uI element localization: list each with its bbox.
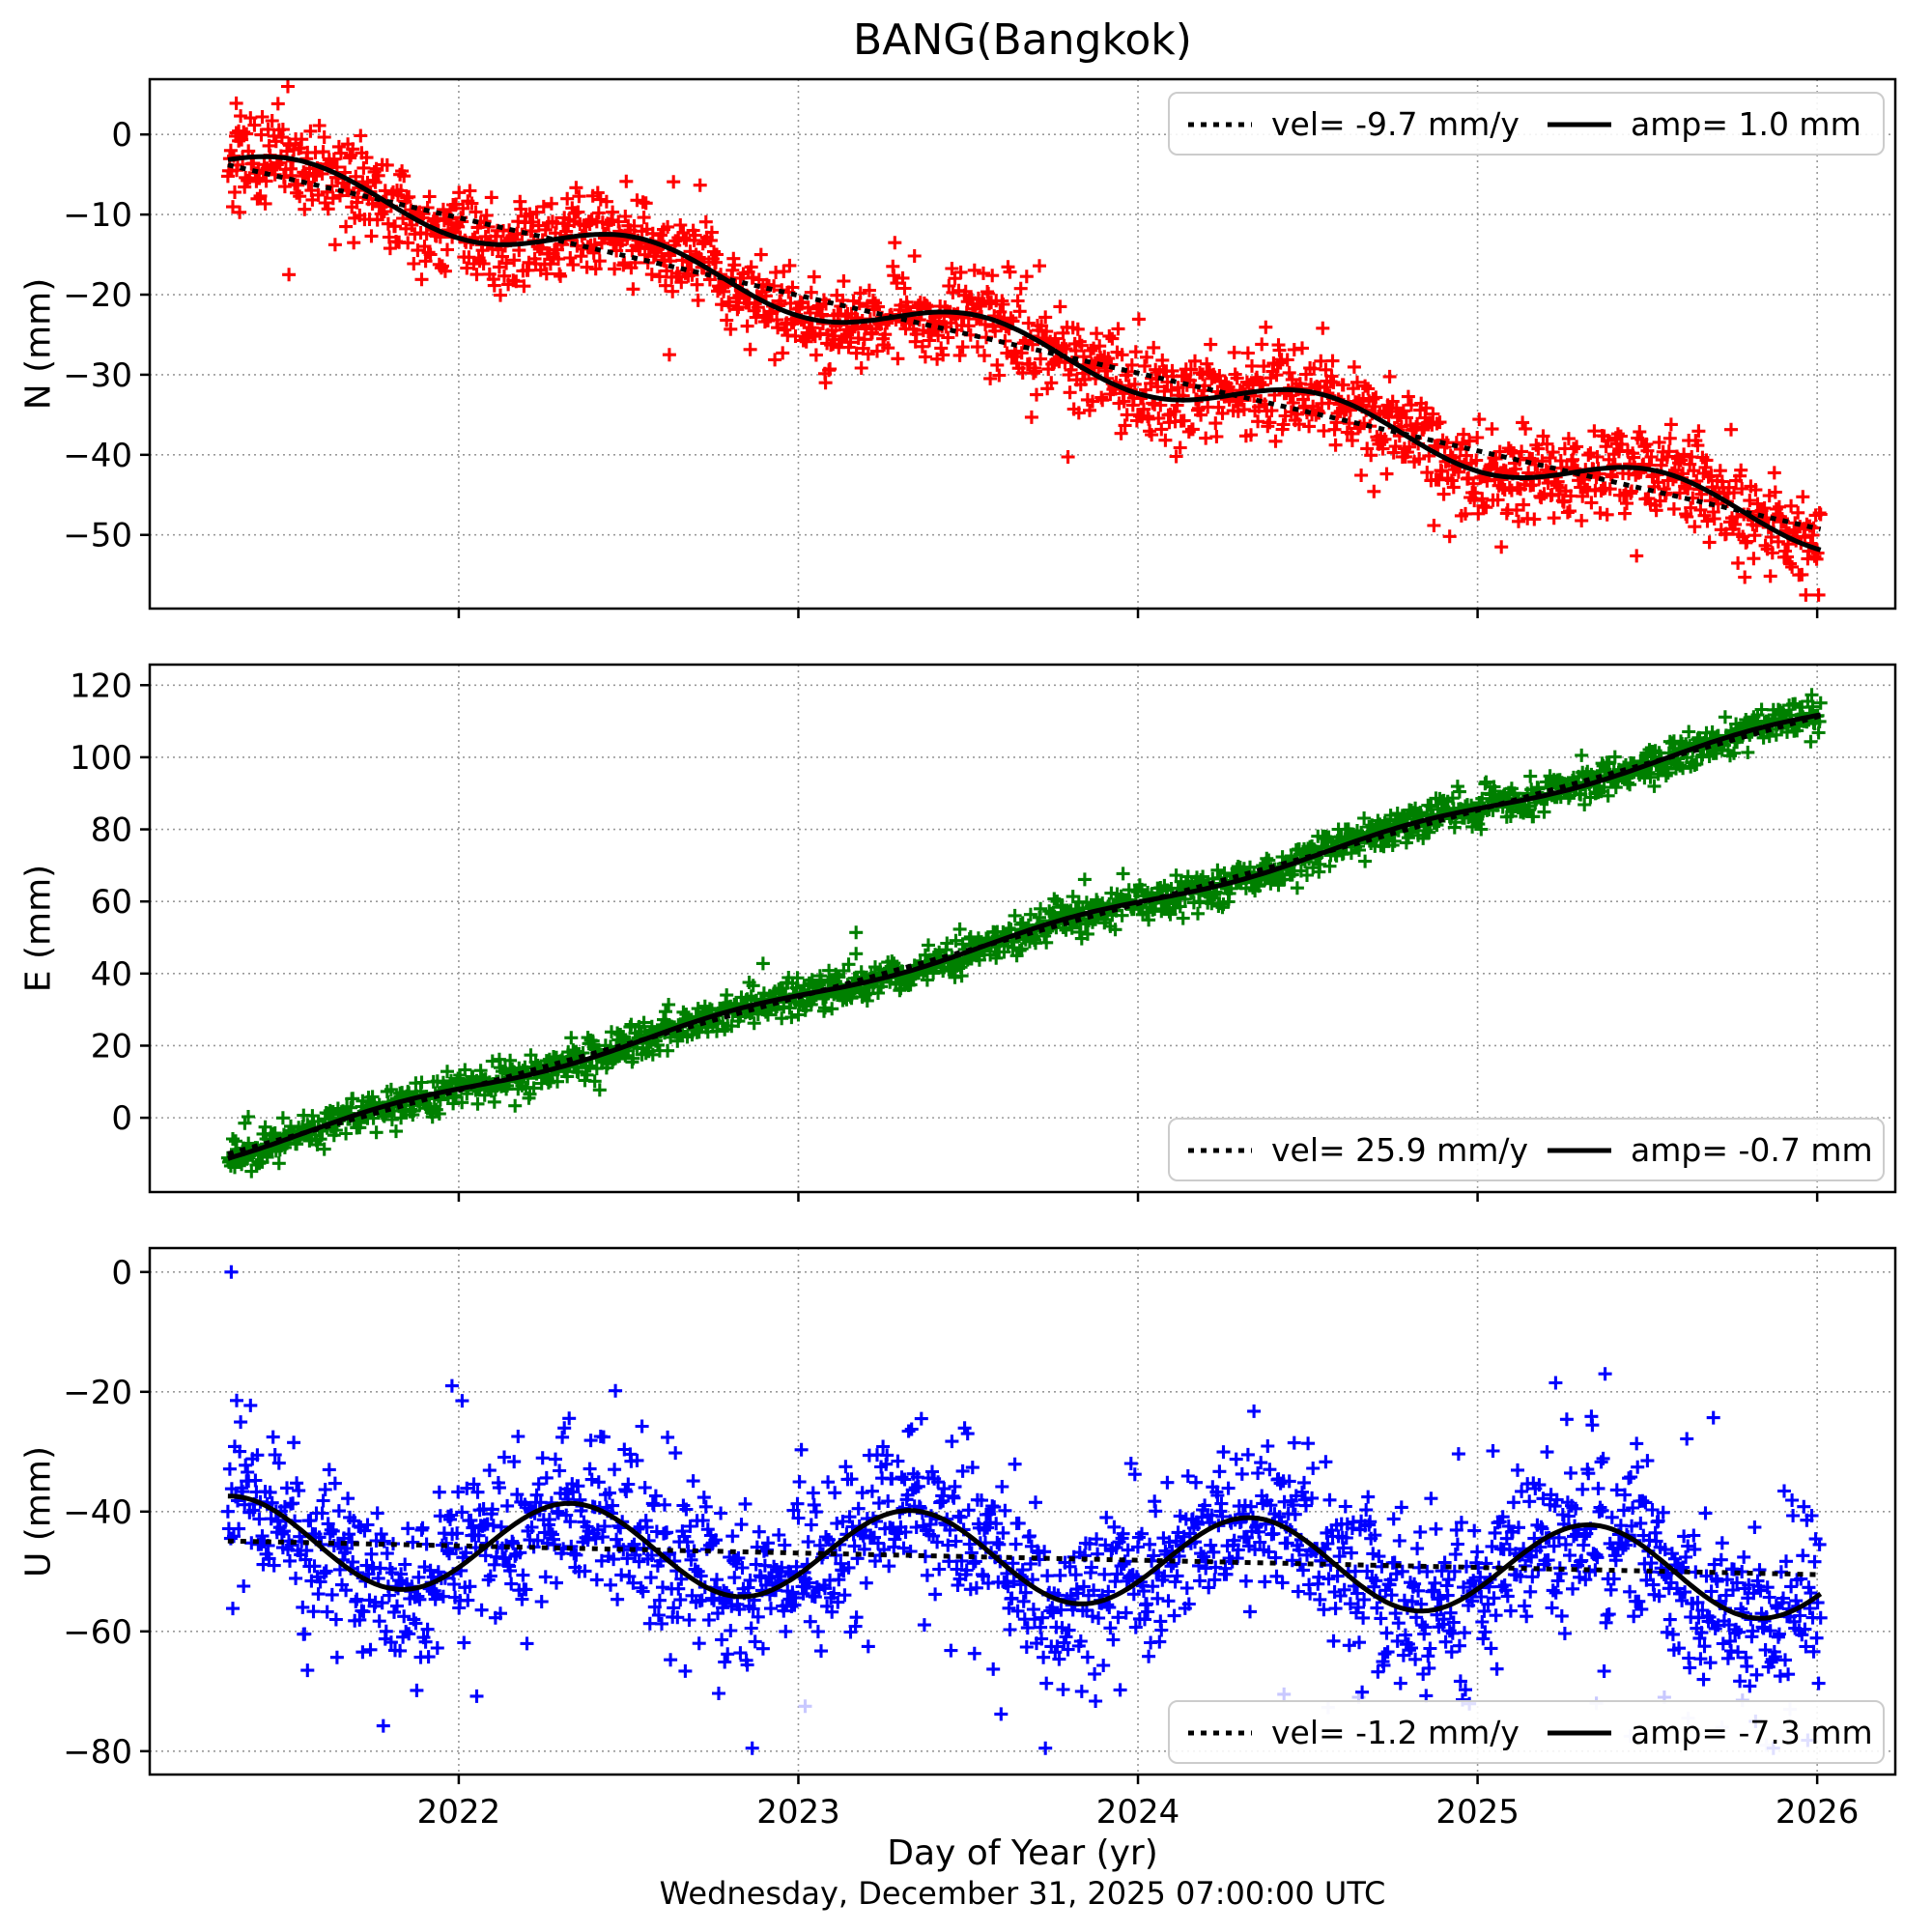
north-axis-label: N (mm): [18, 277, 59, 411]
data-layer: [220, 79, 1828, 602]
up-axis-label: U (mm): [18, 1445, 59, 1578]
y-tick-label: −80: [63, 1733, 132, 1772]
y-tick-label: −10: [63, 196, 132, 235]
y-tick-label: −40: [63, 1493, 132, 1532]
legend-label-amp: amp= -7.3 mm: [1631, 1714, 1873, 1751]
legend-label-amp: amp= 1.0 mm: [1631, 105, 1861, 143]
y-tick-label: −30: [63, 356, 132, 395]
N-legend: vel= -9.7 mm/y amp= 1.0 mm: [1168, 92, 1885, 156]
east-axis-label: E (mm): [18, 864, 59, 993]
plot-border: [148, 77, 1897, 611]
legend-label-vel: vel= -1.2 mm/y: [1271, 1714, 1520, 1751]
subplot-N: 0 −10 −20 −30 −40 −50 vel= -9.7 mm/y amp= 1.0 m…: [63, 77, 1897, 618]
U-fit-line: [227, 1493, 1823, 1621]
y-tick-label: 20: [91, 1027, 132, 1065]
y-tick-label: 0: [111, 1254, 132, 1293]
E-legend: vel= 25.9 mm/y amp= -0.7 mm: [1168, 1118, 1885, 1181]
y-tick-label: −20: [63, 1374, 132, 1412]
data-layer: [220, 688, 1828, 1179]
legend-label-amp: amp= -0.7 mm: [1631, 1131, 1873, 1169]
x-tick-label: 2023: [756, 1793, 840, 1832]
x-tick-label: 2026: [1776, 1793, 1860, 1832]
legend-box: [1168, 1700, 1885, 1764]
legend-label-vel: vel= 25.9 mm/y: [1271, 1131, 1528, 1169]
x-axis-label: Day of Year (yr): [887, 1833, 1158, 1873]
subplot-U: 0 −20 −40 −60 −80 2022 2023 2024 2025 2026 vel= -1…: [63, 1246, 1897, 1832]
timestamp-footer: Wednesday, December 31, 2025 07:00:00 UT…: [659, 1875, 1386, 1912]
U-legend: vel= -1.2 mm/y amp= -7.3 mm: [1168, 1700, 1885, 1764]
E-fit-line: [227, 712, 1822, 1161]
data-layer: [220, 1264, 1828, 1755]
y-tick-label: 60: [91, 883, 132, 922]
N-fit-line: [227, 154, 1822, 553]
legend-label-vel: vel= -9.7 mm/y: [1271, 105, 1520, 143]
N-trend-line: [227, 162, 1822, 532]
plot-border: [148, 663, 1897, 1194]
x-tick-label: 2025: [1435, 1793, 1520, 1832]
y-tick-label: −60: [63, 1613, 132, 1652]
y-tick-label: 120: [70, 667, 132, 705]
U-trend-line: [227, 1538, 1821, 1577]
x-tick-label: 2024: [1096, 1793, 1180, 1832]
y-tick-label: 100: [70, 739, 132, 778]
y-tick-label: −50: [63, 517, 132, 555]
x-tick-label: 2022: [417, 1793, 501, 1832]
y-tick-label: 80: [91, 811, 132, 850]
N-scatter-points: [220, 79, 1828, 602]
y-tick-label: −20: [63, 276, 132, 315]
y-tick-label: −40: [63, 437, 132, 475]
subplot-E: 120 100 80 60 40 20 0 vel= 25.9 mm/y amp= -0.7 m…: [70, 663, 1897, 1202]
y-tick-label: 40: [91, 955, 132, 994]
legend-box: [1168, 92, 1885, 156]
y-tick-label: 0: [111, 1099, 132, 1138]
legend-box: [1168, 1118, 1885, 1181]
figure-title: BANG(Bangkok): [853, 15, 1192, 65]
y-tick-label: 0: [111, 116, 132, 155]
